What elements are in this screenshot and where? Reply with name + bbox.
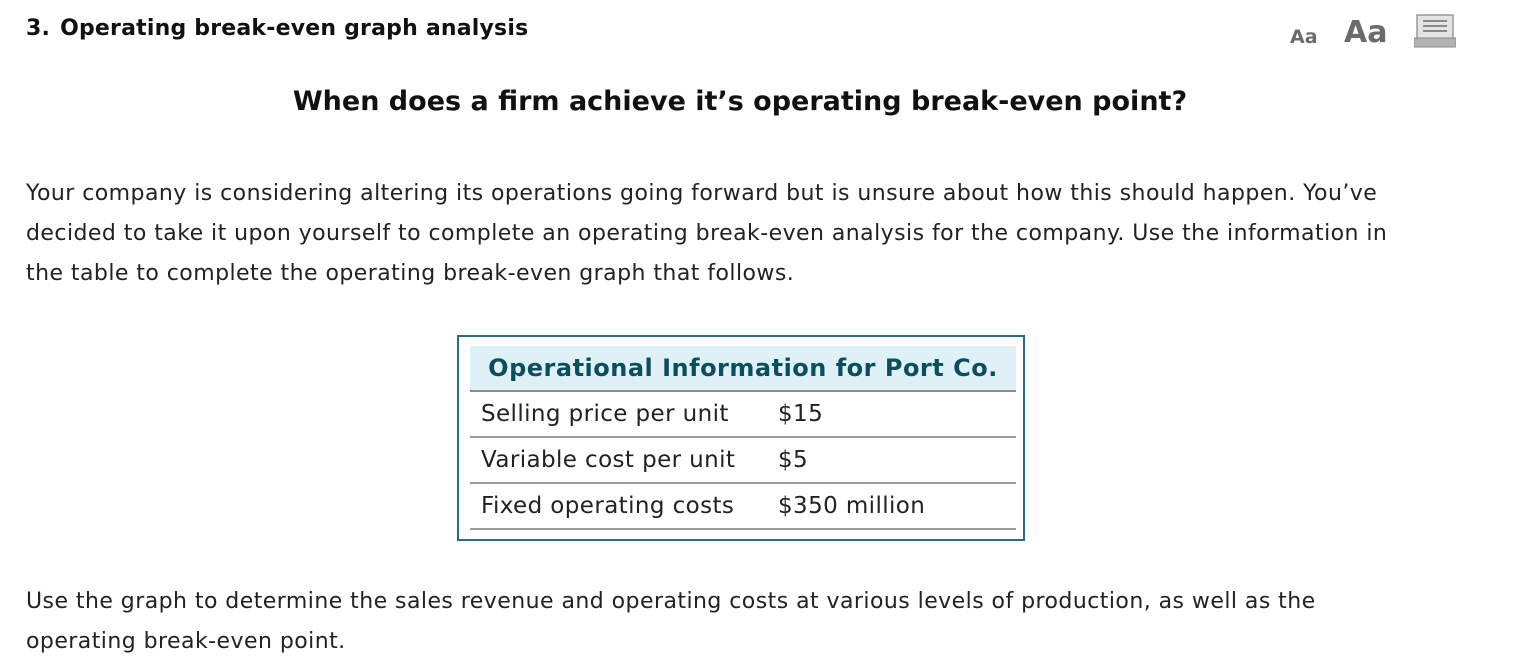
table-row: Fixed operating costs $350 million	[470, 483, 1016, 530]
row-label-fixed-costs: Fixed operating costs	[470, 483, 778, 530]
operational-info-table: Operational Information for Port Co. Sel…	[470, 346, 1016, 530]
decrease-font-button[interactable]: Aa	[1290, 26, 1318, 48]
row-label-variable-cost: Variable cost per unit	[470, 437, 778, 484]
question-title: Operating break-even graph analysis	[60, 16, 529, 41]
intro-paragraph: Your company is considering altering its…	[26, 181, 1388, 286]
table-title: Operational Information for Port Co.	[470, 346, 1016, 392]
question-header: 3. Operating break-even graph analysis	[26, 16, 528, 41]
row-label-selling-price: Selling price per unit	[470, 391, 778, 438]
closing-paragraph: Use the graph to determine the sales rev…	[26, 589, 1316, 654]
print-icon[interactable]	[1413, 14, 1457, 48]
row-value-variable-cost: $5	[778, 437, 1016, 484]
text-size-toolbar: Aa Aa	[1290, 12, 1470, 52]
table-row: Selling price per unit $15	[470, 391, 1016, 438]
question-number: 3.	[26, 16, 51, 41]
operational-info-table-box: Operational Information for Port Co. Sel…	[457, 335, 1025, 541]
increase-font-button[interactable]: Aa	[1344, 15, 1388, 50]
table-row: Variable cost per unit $5	[470, 437, 1016, 484]
row-value-selling-price: $15	[778, 391, 1016, 438]
page-subtitle: When does a firm achieve it’s operating …	[292, 86, 1188, 117]
row-value-fixed-costs: $350 million	[778, 483, 1016, 530]
